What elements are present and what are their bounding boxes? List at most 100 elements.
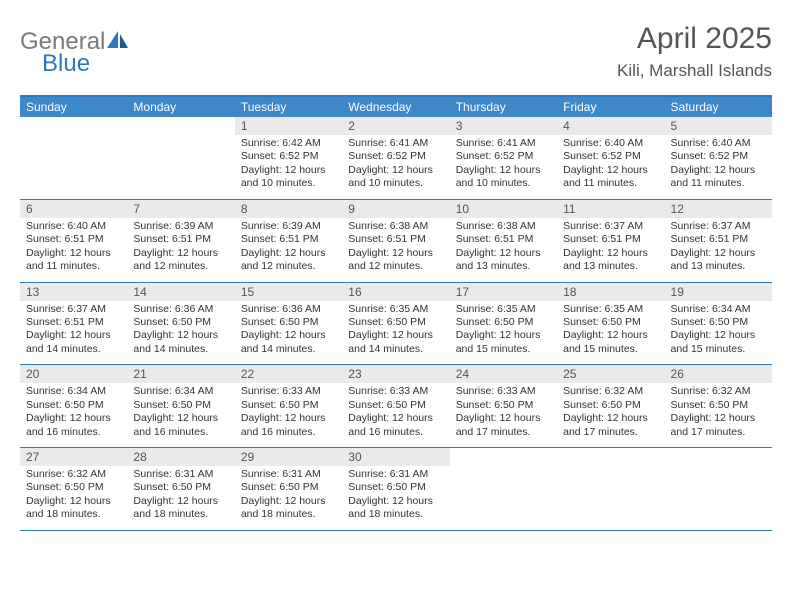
daylight-text: Daylight: 12 hours and 18 minutes. (26, 495, 121, 522)
day-body: Sunrise: 6:34 AMSunset: 6:50 PMDaylight:… (20, 383, 127, 447)
page-title: April 2025 (617, 22, 772, 55)
sunset-text: Sunset: 6:51 PM (671, 233, 766, 246)
day-number: 2 (342, 117, 449, 135)
sunset-text: Sunset: 6:52 PM (456, 150, 551, 163)
day-cell: 8Sunrise: 6:39 AMSunset: 6:51 PMDaylight… (235, 200, 342, 282)
week-row: 20Sunrise: 6:34 AMSunset: 6:50 PMDayligh… (20, 365, 772, 448)
sunset-text: Sunset: 6:50 PM (241, 481, 336, 494)
sunrise-text: Sunrise: 6:38 AM (456, 220, 551, 233)
brand-text-blue: Blue (42, 50, 90, 78)
day-body: Sunrise: 6:40 AMSunset: 6:52 PMDaylight:… (557, 135, 664, 199)
sunset-text: Sunset: 6:50 PM (671, 399, 766, 412)
day-cell: 21Sunrise: 6:34 AMSunset: 6:50 PMDayligh… (127, 365, 234, 447)
daylight-text: Daylight: 12 hours and 18 minutes. (133, 495, 228, 522)
day-body: Sunrise: 6:37 AMSunset: 6:51 PMDaylight:… (665, 218, 772, 282)
day-number: 3 (450, 117, 557, 135)
sunrise-text: Sunrise: 6:41 AM (348, 137, 443, 150)
daylight-text: Daylight: 12 hours and 15 minutes. (563, 329, 658, 356)
day-cell: 12Sunrise: 6:37 AMSunset: 6:51 PMDayligh… (665, 200, 772, 282)
day-header-wed: Wednesday (342, 97, 449, 117)
day-body (450, 466, 557, 522)
day-body: Sunrise: 6:42 AMSunset: 6:52 PMDaylight:… (235, 135, 342, 199)
sunrise-text: Sunrise: 6:39 AM (241, 220, 336, 233)
day-number: 13 (20, 283, 127, 301)
day-number: 9 (342, 200, 449, 218)
daylight-text: Daylight: 12 hours and 14 minutes. (348, 329, 443, 356)
sunset-text: Sunset: 6:50 PM (133, 481, 228, 494)
day-body: Sunrise: 6:38 AMSunset: 6:51 PMDaylight:… (342, 218, 449, 282)
week-row: 6Sunrise: 6:40 AMSunset: 6:51 PMDaylight… (20, 200, 772, 283)
calendar-grid: Sunday Monday Tuesday Wednesday Thursday… (20, 95, 772, 531)
sunset-text: Sunset: 6:51 PM (348, 233, 443, 246)
sunset-text: Sunset: 6:50 PM (348, 399, 443, 412)
sunset-text: Sunset: 6:50 PM (26, 481, 121, 494)
day-number: 21 (127, 365, 234, 383)
sunrise-text: Sunrise: 6:35 AM (348, 303, 443, 316)
sunset-text: Sunset: 6:52 PM (241, 150, 336, 163)
sunset-text: Sunset: 6:50 PM (563, 399, 658, 412)
sunrise-text: Sunrise: 6:41 AM (456, 137, 551, 150)
sunrise-text: Sunrise: 6:33 AM (456, 385, 551, 398)
day-number: 6 (20, 200, 127, 218)
sunrise-text: Sunrise: 6:40 AM (26, 220, 121, 233)
day-body: Sunrise: 6:40 AMSunset: 6:52 PMDaylight:… (665, 135, 772, 199)
day-header-mon: Monday (127, 97, 234, 117)
day-body (127, 135, 234, 191)
day-number: 12 (665, 200, 772, 218)
week-row: 27Sunrise: 6:32 AMSunset: 6:50 PMDayligh… (20, 448, 772, 531)
day-number: 5 (665, 117, 772, 135)
day-header-thu: Thursday (450, 97, 557, 117)
day-header-sun: Sunday (20, 97, 127, 117)
daylight-text: Daylight: 12 hours and 18 minutes. (348, 495, 443, 522)
day-number: 1 (235, 117, 342, 135)
daylight-text: Daylight: 12 hours and 16 minutes. (133, 412, 228, 439)
page-header: General April 2025 Kili, Marshall Island… (20, 22, 772, 81)
day-number: 18 (557, 283, 664, 301)
day-cell: 13Sunrise: 6:37 AMSunset: 6:51 PMDayligh… (20, 283, 127, 365)
day-body: Sunrise: 6:34 AMSunset: 6:50 PMDaylight:… (665, 301, 772, 365)
day-body: Sunrise: 6:39 AMSunset: 6:51 PMDaylight:… (235, 218, 342, 282)
daylight-text: Daylight: 12 hours and 10 minutes. (456, 164, 551, 191)
sunrise-text: Sunrise: 6:35 AM (563, 303, 658, 316)
day-number: 30 (342, 448, 449, 466)
day-cell: 3Sunrise: 6:41 AMSunset: 6:52 PMDaylight… (450, 117, 557, 199)
sunset-text: Sunset: 6:50 PM (456, 316, 551, 329)
daylight-text: Daylight: 12 hours and 10 minutes. (241, 164, 336, 191)
day-body: Sunrise: 6:41 AMSunset: 6:52 PMDaylight:… (342, 135, 449, 199)
day-header-sat: Saturday (665, 97, 772, 117)
day-number: 16 (342, 283, 449, 301)
sunset-text: Sunset: 6:50 PM (133, 399, 228, 412)
weeks-container: 1Sunrise: 6:42 AMSunset: 6:52 PMDaylight… (20, 117, 772, 531)
daylight-text: Daylight: 12 hours and 14 minutes. (133, 329, 228, 356)
day-cell (127, 117, 234, 199)
sunset-text: Sunset: 6:50 PM (348, 481, 443, 494)
sunrise-text: Sunrise: 6:37 AM (26, 303, 121, 316)
sunrise-text: Sunrise: 6:37 AM (671, 220, 766, 233)
daylight-text: Daylight: 12 hours and 12 minutes. (241, 247, 336, 274)
day-body: Sunrise: 6:37 AMSunset: 6:51 PMDaylight:… (20, 301, 127, 365)
daylight-text: Daylight: 12 hours and 16 minutes. (348, 412, 443, 439)
daylight-text: Daylight: 12 hours and 17 minutes. (671, 412, 766, 439)
day-cell: 27Sunrise: 6:32 AMSunset: 6:50 PMDayligh… (20, 448, 127, 530)
sunset-text: Sunset: 6:50 PM (563, 316, 658, 329)
day-cell: 2Sunrise: 6:41 AMSunset: 6:52 PMDaylight… (342, 117, 449, 199)
day-number (450, 448, 557, 466)
sunrise-text: Sunrise: 6:32 AM (26, 468, 121, 481)
day-body: Sunrise: 6:33 AMSunset: 6:50 PMDaylight:… (450, 383, 557, 447)
day-body: Sunrise: 6:31 AMSunset: 6:50 PMDaylight:… (342, 466, 449, 530)
day-cell: 19Sunrise: 6:34 AMSunset: 6:50 PMDayligh… (665, 283, 772, 365)
day-body: Sunrise: 6:41 AMSunset: 6:52 PMDaylight:… (450, 135, 557, 199)
day-body: Sunrise: 6:31 AMSunset: 6:50 PMDaylight:… (127, 466, 234, 530)
day-number: 7 (127, 200, 234, 218)
day-body: Sunrise: 6:33 AMSunset: 6:50 PMDaylight:… (235, 383, 342, 447)
daylight-text: Daylight: 12 hours and 18 minutes. (241, 495, 336, 522)
sunset-text: Sunset: 6:51 PM (26, 233, 121, 246)
daylight-text: Daylight: 12 hours and 13 minutes. (563, 247, 658, 274)
sunset-text: Sunset: 6:50 PM (133, 316, 228, 329)
sunrise-text: Sunrise: 6:36 AM (133, 303, 228, 316)
day-body: Sunrise: 6:36 AMSunset: 6:50 PMDaylight:… (127, 301, 234, 365)
daylight-text: Daylight: 12 hours and 16 minutes. (26, 412, 121, 439)
sunset-text: Sunset: 6:51 PM (133, 233, 228, 246)
sunset-text: Sunset: 6:51 PM (241, 233, 336, 246)
day-cell: 26Sunrise: 6:32 AMSunset: 6:50 PMDayligh… (665, 365, 772, 447)
